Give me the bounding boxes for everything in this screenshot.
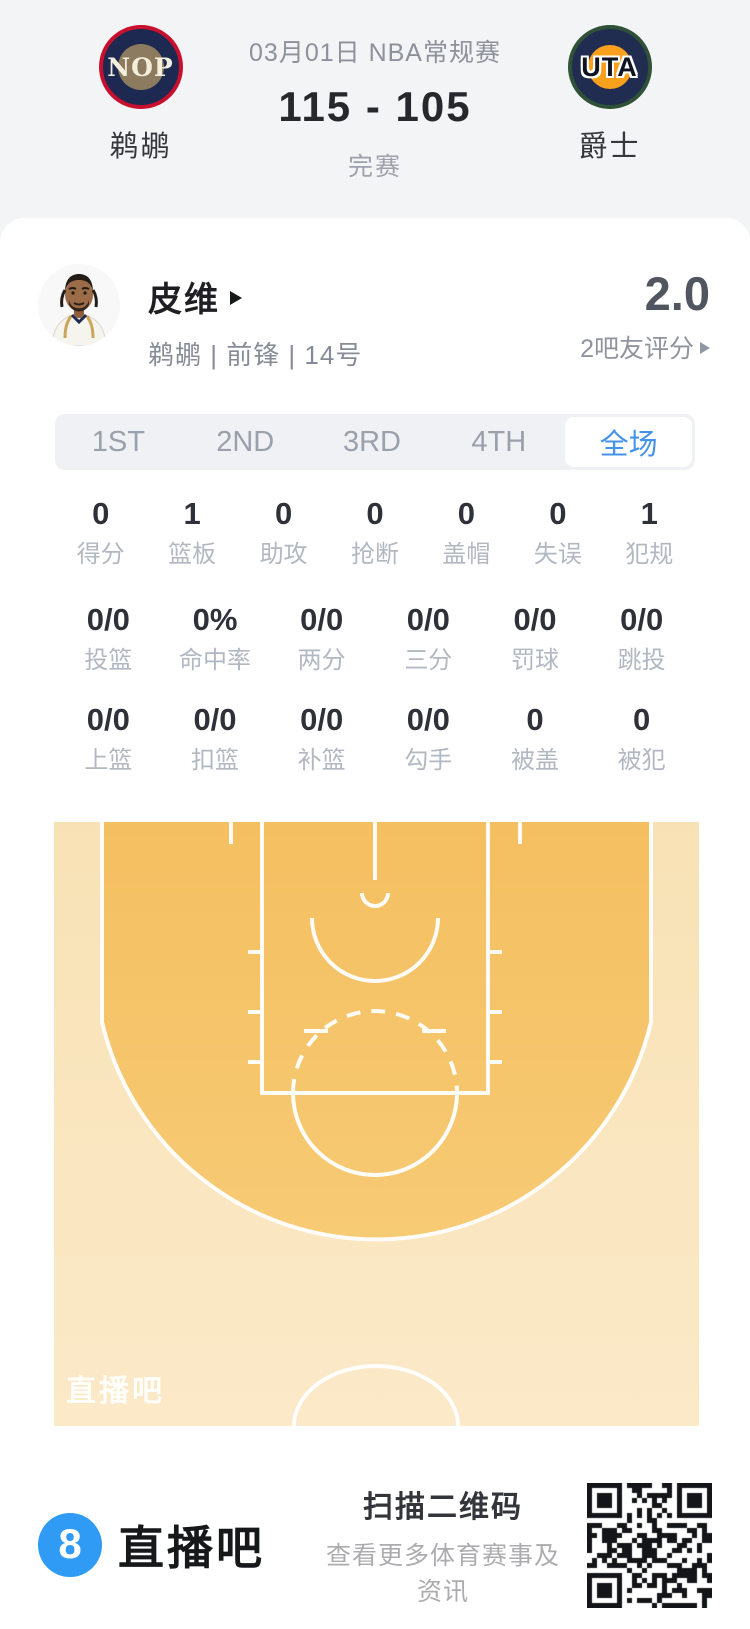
tab-1st[interactable]: 1ST: [91, 425, 145, 458]
stat-putback: 0/0 补篮: [297, 702, 346, 774]
away-team-abbr: UTA: [581, 51, 638, 82]
stat-blocked: 0 被盖: [510, 702, 559, 774]
stat-layup: 0/0 上篮: [84, 702, 133, 774]
stat-fouls: 1 犯规: [625, 496, 674, 568]
stats-row-shooting: 0/0 投篮 0% 命中率 0/0 两分 0/0 三分 0/0 罚球 0/0 跳投: [0, 602, 750, 676]
stat-ft: 0/0 罚球: [510, 602, 559, 674]
match-label: 03月01日 NBA常规赛: [249, 39, 501, 67]
tab-3rd[interactable]: 3RD: [342, 425, 401, 458]
qr-title: 扫描二维码: [363, 1491, 523, 1524]
player-name: 皮维: [148, 281, 220, 319]
brand-name: 直播吧: [118, 1522, 265, 1574]
stat-jumpshot: 0/0 跳投: [617, 602, 666, 674]
score: 115 - 105: [278, 83, 472, 130]
player-meta: 皮维 鹈鹕 | 前锋 | 14号: [148, 264, 362, 372]
score-center: 03月01日 NBA常规赛 115 - 105 完赛: [233, 25, 517, 242]
home-team-name: 鹈鹕: [109, 131, 172, 163]
rating-value: 2.0: [644, 267, 710, 320]
player-avatar-image: [38, 264, 120, 346]
stat-3pt: 0/0 三分: [404, 602, 453, 674]
uta-logo-inner-circle: [587, 45, 632, 89]
tab-full-game[interactable]: 全场: [565, 417, 692, 467]
brand: 8 直播吧: [38, 1512, 265, 1578]
stat-blocks: 0 盖帽: [442, 496, 491, 568]
stat-fouled: 0 被犯: [617, 702, 666, 774]
brand-logo-glyph: 8: [58, 1520, 82, 1567]
qr-code: [587, 1482, 712, 1608]
home-team-logo: NOP: [98, 25, 183, 109]
stat-fg: 0/0 投篮: [84, 602, 133, 674]
stat-rebounds: 1 篮板: [168, 496, 217, 568]
away-team: UTA 爵士: [517, 25, 702, 242]
footer: 8 直播吧 扫描二维码 查看更多体育赛事及资讯: [0, 1426, 750, 1608]
rating-source-row: 2吧友评分: [580, 329, 710, 365]
stat-2pt: 0/0 两分: [297, 602, 346, 674]
tab-4th[interactable]: 4TH: [471, 425, 527, 458]
stats-row-detail: 0/0 上篮 0/0 扣篮 0/0 补篮 0/0 勾手 0 被盖 0 被犯: [0, 702, 750, 776]
stat-hook: 0/0 勾手: [404, 702, 453, 774]
stat-steals: 0 抢断: [350, 496, 399, 568]
stat-assists: 0 助攻: [259, 496, 308, 568]
stat-fg-pct: 0% 命中率: [178, 602, 251, 674]
stat-dunk: 0/0 扣篮: [190, 702, 239, 774]
rating-block[interactable]: 2.0 2吧友评分: [580, 264, 710, 365]
home-team: NOP 鹈鹕: [48, 25, 233, 242]
away-team-name: 爵士: [578, 131, 641, 163]
match-status: 完赛: [347, 153, 402, 181]
shot-chart-court: 直播吧: [54, 822, 699, 1426]
nop-logo-inner-circle: [117, 44, 164, 90]
court-svg: [54, 822, 699, 1426]
zhibo8-logo-icon: 8: [38, 1513, 102, 1577]
chevron-right-icon: [700, 342, 710, 354]
expand-triangle-icon: [230, 291, 242, 305]
qr-subtitle: 查看更多体育赛事及资讯: [325, 1542, 560, 1606]
player-card: 皮维 鹈鹕 | 前锋 | 14号 2.0 2吧友评分 1ST 2ND 3RD 4…: [0, 218, 750, 1426]
home-team-abbr: NOP: [107, 52, 174, 82]
court-watermark: 直播吧: [66, 1375, 165, 1408]
stat-points: 0 得分: [76, 496, 125, 568]
player-header: 皮维 鹈鹕 | 前锋 | 14号 2.0 2吧友评分: [0, 218, 750, 372]
player-name-row[interactable]: 皮维: [148, 272, 362, 321]
tab-2nd[interactable]: 2ND: [216, 425, 275, 458]
player-avatar: [38, 264, 120, 346]
stat-turnovers: 0 失误: [533, 496, 582, 568]
qr-caption: 扫描二维码 查看更多体育赛事及资讯: [325, 1482, 561, 1608]
player-info: 鹈鹕 | 前锋 | 14号: [148, 340, 363, 370]
scoreboard-header: NOP 鹈鹕 03月01日 NBA常规赛 115 - 105 完赛 UTA 爵士: [0, 0, 750, 242]
rating-source: 2吧友评分: [580, 335, 694, 363]
away-team-logo: UTA: [567, 25, 652, 109]
stats-row-main: 0 得分 1 篮板 0 助攻 0 抢断 0 盖帽 0 失误 1 犯规: [0, 496, 750, 570]
quarter-tabs: 1ST 2ND 3RD 4TH 全场: [55, 414, 695, 470]
